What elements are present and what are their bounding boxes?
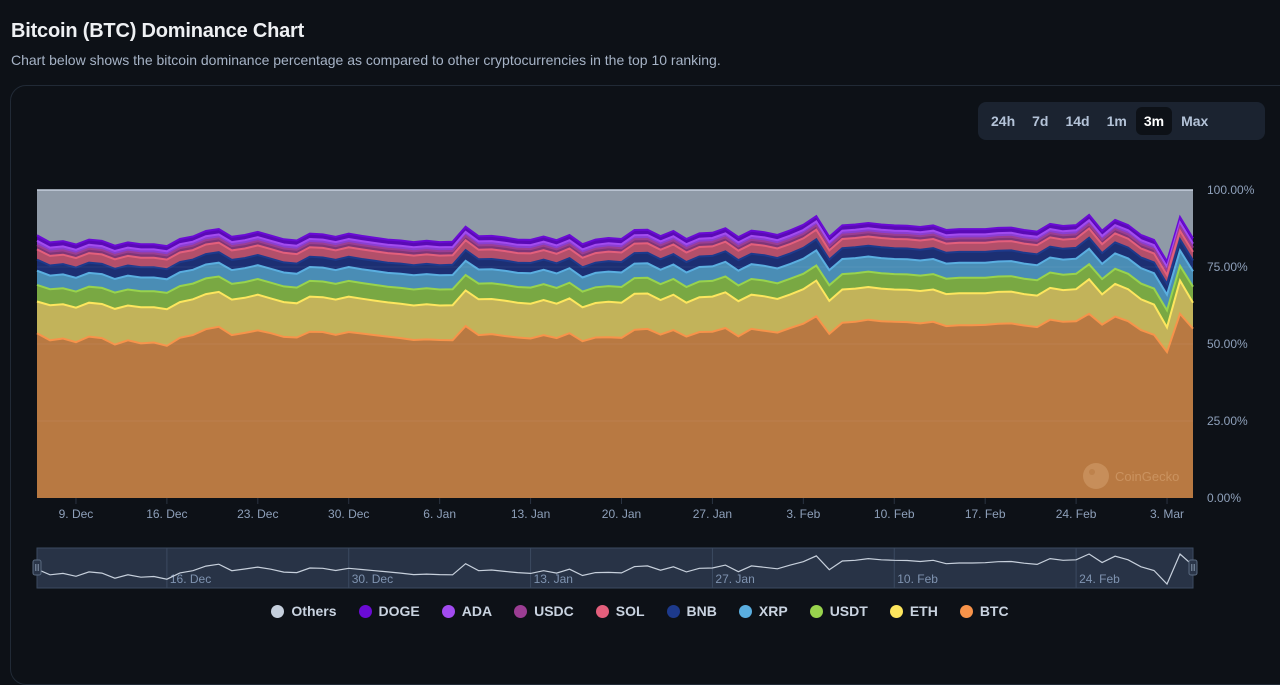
legend-dot-icon [514,604,528,618]
range-selector: 24h 7d 14d 1m 3m Max [978,102,1265,140]
legend-item-sol[interactable]: SOL [595,603,645,619]
legend-item-ada[interactable]: ADA [441,603,493,619]
legend-dot-icon [595,604,609,618]
legend-item-eth[interactable]: ETH [889,603,938,619]
legend-label: ADA [461,603,493,619]
legend-label: Others [291,603,337,619]
legend-label: USDT [829,603,868,619]
legend-item-bnb[interactable]: BNB [666,603,717,619]
legend-dot-icon [959,604,973,618]
legend-item-xrp[interactable]: XRP [738,603,788,619]
range-24h-button[interactable]: 24h [983,107,1023,135]
legend-item-usdc[interactable]: USDC [514,603,574,619]
range-14d-button[interactable]: 14d [1057,107,1097,135]
legend-label: BTC [979,603,1009,619]
legend-dot-icon [358,604,372,618]
legend-dot-icon [441,604,455,618]
legend-item-usdt[interactable]: USDT [809,603,868,619]
legend-item-doge[interactable]: DOGE [358,603,420,619]
legend-dot-icon [271,604,285,618]
range-7d-button[interactable]: 7d [1024,107,1056,135]
legend-label: BNB [686,603,717,619]
legend-dot-icon [889,604,903,618]
legend-item-btc[interactable]: BTC [959,603,1009,619]
legend-label: ETH [909,603,938,619]
legend-dot-icon [666,604,680,618]
legend: Others DOGE ADA USDC SOL BNB XRP USDT ETH BTC [0,603,1280,619]
legend-item-others[interactable]: Others [271,603,337,619]
legend-dot-icon [738,604,752,618]
legend-label: USDC [534,603,574,619]
legend-dot-icon [809,604,823,618]
page-subtitle: Chart below shows the bitcoin dominance … [11,52,721,68]
range-1m-button[interactable]: 1m [1099,107,1135,135]
range-3m-button[interactable]: 3m [1135,107,1173,135]
legend-label: XRP [758,603,788,619]
legend-label: DOGE [378,603,420,619]
page-title: Bitcoin (BTC) Dominance Chart [11,20,305,42]
range-max-button[interactable]: Max [1173,107,1216,135]
legend-label: SOL [615,603,645,619]
chart-card [10,85,1280,685]
